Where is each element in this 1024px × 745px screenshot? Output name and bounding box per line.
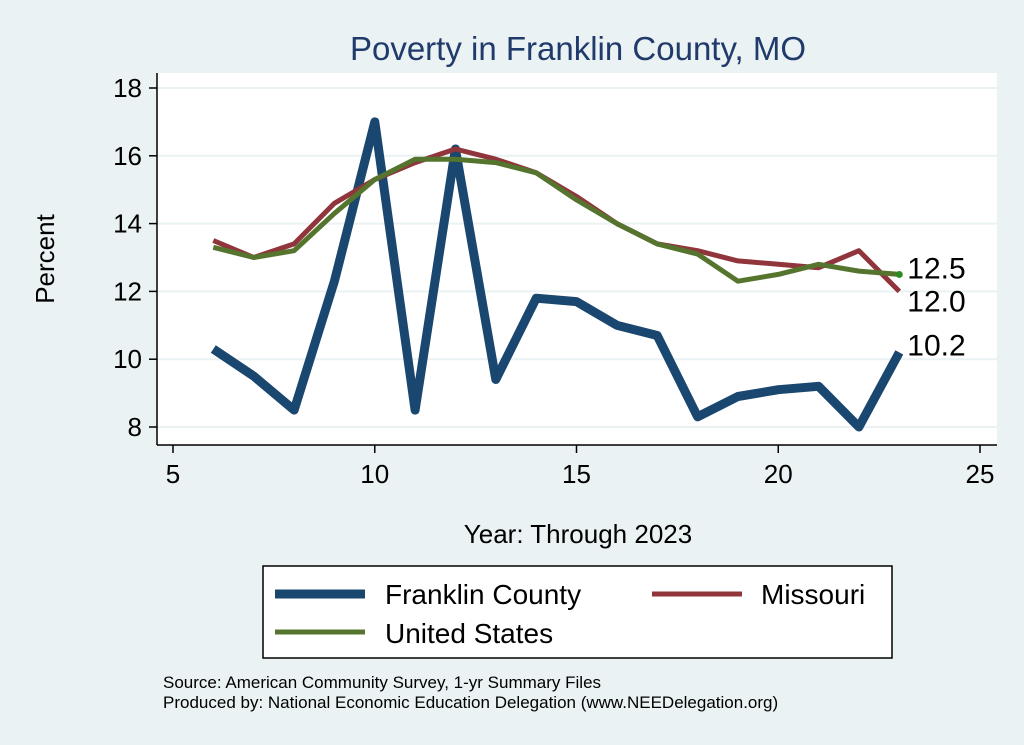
end-labels: 10.2 12.012.5: [907, 252, 965, 362]
x-tick-label-25: 25: [966, 459, 995, 489]
x-axis-title: Year: Through 2023: [464, 519, 692, 549]
chart-title: Poverty in Franklin County, MO: [350, 30, 806, 67]
legend: Franklin County Missouri United States: [262, 565, 893, 659]
y-axis-title: Percent: [30, 213, 60, 303]
y-tick-label-14: 14: [113, 209, 142, 239]
y-tick-label-16: 16: [113, 141, 142, 171]
y-tick-label-8: 8: [128, 412, 142, 442]
series-line-franklin-county: [210, 117, 904, 432]
legend-label-missouri: Missouri: [761, 579, 865, 610]
x-tick-label-5: 5: [166, 459, 180, 489]
y-tick-label-18: 18: [113, 73, 142, 103]
series-lines: [210, 117, 904, 432]
end-label-missouri: 12.0: [907, 285, 965, 318]
end-label-united-states: 12.5: [907, 252, 965, 285]
end-label-franklin-county: 10.2: [907, 329, 965, 362]
producer-note: Produced by: National Economic Education…: [163, 693, 778, 712]
end-marker-united-states: [895, 270, 903, 278]
series-line-united-states: [212, 156, 900, 284]
x-tick-label-15: 15: [562, 459, 591, 489]
source-note: Source: American Community Survey, 1-yr …: [163, 673, 601, 692]
legend-label-franklin: Franklin County: [385, 579, 581, 610]
legend-box: [262, 565, 893, 659]
x-tick-label-20: 20: [764, 459, 793, 489]
y-tick-label-12: 12: [113, 276, 142, 306]
y-tick-label-10: 10: [113, 344, 142, 374]
axes: 8 10 12 14 16 18 5 10 15 20 25: [113, 73, 997, 489]
plot-area: [157, 73, 997, 445]
legend-label-united-states: United States: [385, 618, 553, 649]
x-tick-label-10: 10: [360, 459, 389, 489]
